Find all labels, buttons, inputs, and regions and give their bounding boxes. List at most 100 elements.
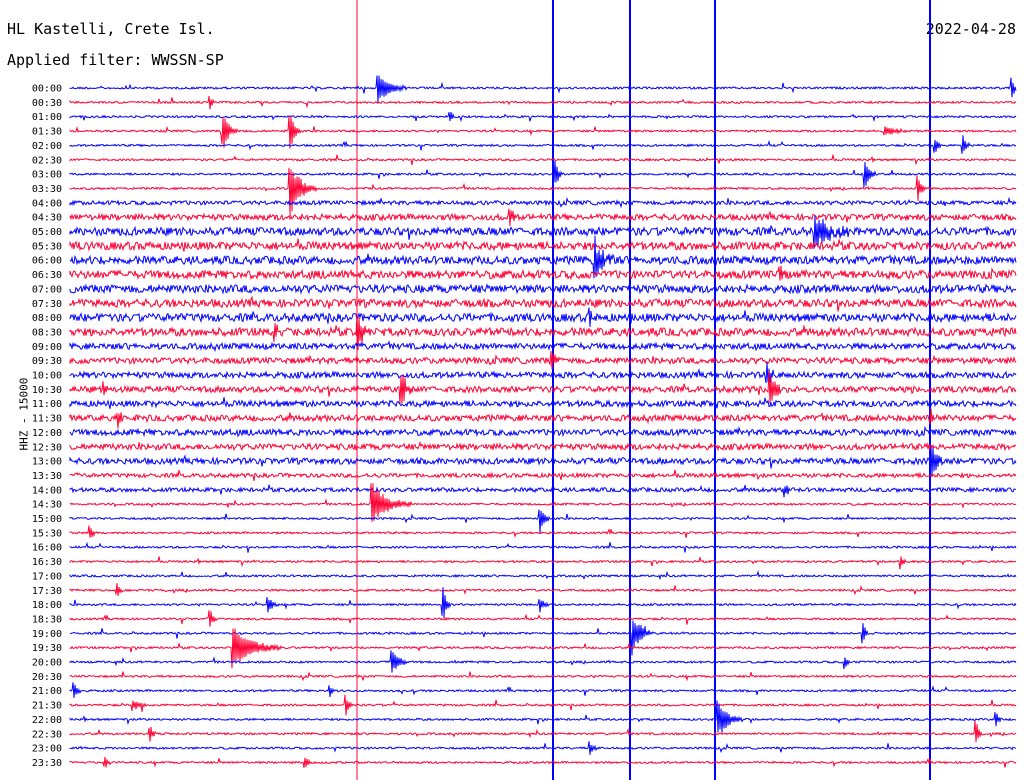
tick-label-0030: 00:30 — [32, 98, 62, 109]
tick-label-0130: 01:30 — [32, 127, 62, 138]
trace-0930 — [69, 350, 1017, 370]
trace-1330 — [69, 469, 1017, 481]
tick-label-0530: 05:30 — [32, 241, 62, 252]
trace-1200 — [69, 425, 1017, 438]
tick-label-1600: 16:00 — [32, 543, 62, 554]
tick-label-1430: 14:30 — [32, 500, 62, 511]
tick-label-1730: 17:30 — [32, 586, 62, 597]
tick-label-1330: 13:30 — [32, 471, 62, 482]
trace-1600 — [69, 541, 1017, 553]
trace-0830 — [69, 313, 1017, 351]
trace-1000 — [69, 362, 1017, 384]
trace-1130 — [69, 408, 1017, 429]
trace-1800 — [69, 587, 1017, 618]
tick-label-2100: 21:00 — [32, 686, 62, 697]
tick-label-0700: 07:00 — [32, 284, 62, 295]
tick-label-0600: 06:00 — [32, 256, 62, 267]
tick-label-0630: 06:30 — [32, 270, 62, 281]
trace-1930 — [69, 628, 1017, 669]
tick-label-1530: 15:30 — [32, 528, 62, 539]
trace-1830 — [69, 610, 1017, 627]
tick-label-0930: 09:30 — [32, 356, 62, 367]
tick-label-0800: 08:00 — [32, 313, 62, 324]
tick-label-0500: 05:00 — [32, 227, 62, 238]
tick-label-1000: 10:00 — [32, 371, 62, 382]
trace-1530 — [69, 525, 1017, 538]
trace-0600 — [69, 235, 1017, 279]
tick-label-2230: 22:30 — [32, 729, 62, 740]
trace-0200 — [69, 135, 1017, 154]
tick-label-1630: 16:30 — [32, 557, 62, 568]
trace-0100 — [69, 112, 1017, 123]
date-label: 2022-04-28 — [925, 20, 1016, 38]
trace-1730 — [69, 583, 1017, 597]
tick-label-1800: 18:00 — [32, 600, 62, 611]
trace-0700 — [69, 283, 1017, 295]
filter-label: Applied filter: WWSSN-SP — [7, 51, 224, 69]
tick-label-0900: 09:00 — [32, 342, 62, 353]
tick-label-0000: 00:00 — [32, 84, 62, 95]
trace-0300 — [69, 160, 1017, 188]
trace-1700 — [69, 570, 1017, 581]
trace-0730 — [69, 295, 1017, 312]
trace-0030 — [69, 96, 1017, 110]
trace-0000 — [69, 75, 1017, 103]
tick-label-2330: 23:30 — [32, 758, 62, 769]
trace-0800 — [69, 307, 1017, 327]
tick-label-1900: 19:00 — [32, 629, 62, 640]
trace-1030 — [69, 370, 1017, 404]
tick-label-0430: 04:30 — [32, 213, 62, 224]
tick-label-2030: 20:30 — [32, 672, 62, 683]
tick-label-1400: 14:00 — [32, 485, 62, 496]
trace-1400 — [69, 484, 1017, 498]
tick-label-0400: 04:00 — [32, 198, 62, 209]
tick-label-1700: 17:00 — [32, 571, 62, 582]
tick-label-1130: 11:30 — [32, 414, 62, 425]
time-tick-labels: 00:00 00:30 01:00 01:30 02:00 02:30 03:00 03:30… — [32, 84, 62, 769]
tick-label-2200: 22:00 — [32, 715, 62, 726]
tick-label-1200: 12:00 — [32, 428, 62, 439]
trace-2330 — [69, 756, 1017, 768]
trace-0130 — [69, 115, 1017, 149]
tick-label-0230: 02:30 — [32, 155, 62, 166]
trace-1100 — [69, 397, 1017, 409]
tick-label-0830: 08:30 — [32, 327, 62, 338]
trace-0900 — [69, 340, 1017, 353]
trace-2100 — [69, 682, 1017, 698]
tick-label-0730: 07:30 — [32, 299, 62, 310]
tick-label-1930: 19:30 — [32, 643, 62, 654]
trace-0400 — [69, 196, 1017, 209]
tick-label-1100: 11:00 — [32, 399, 62, 410]
tick-label-1830: 18:30 — [32, 614, 62, 625]
tick-label-0200: 02:00 — [32, 141, 62, 152]
trace-2230 — [69, 720, 1017, 743]
trace-2030 — [69, 671, 1017, 682]
trace-1630 — [69, 556, 1017, 570]
tick-label-0300: 03:00 — [32, 170, 62, 181]
tick-label-1500: 15:00 — [32, 514, 62, 525]
tick-label-2130: 21:30 — [32, 701, 62, 712]
trace-2200 — [69, 700, 1017, 733]
tick-label-1030: 10:30 — [32, 385, 62, 396]
tick-label-1300: 13:00 — [32, 457, 62, 468]
trace-0500 — [69, 215, 1017, 249]
station-title: HL Kastelli, Crete Isl. — [7, 20, 215, 38]
trace-0330 — [69, 167, 1017, 217]
trace-0630 — [69, 265, 1017, 281]
trace-1430 — [69, 483, 1017, 522]
trace-2000 — [69, 650, 1017, 673]
trace-1230 — [69, 440, 1017, 452]
trace-0230 — [69, 154, 1017, 166]
trace-2300 — [69, 741, 1017, 755]
trace-0430 — [69, 208, 1017, 226]
tick-label-1230: 12:30 — [32, 442, 62, 453]
trace-1900 — [69, 620, 1017, 656]
tick-label-0330: 03:30 — [32, 184, 62, 195]
seismogram-traces — [69, 75, 1017, 768]
trace-0530 — [69, 238, 1017, 252]
tick-label-0100: 01:00 — [32, 112, 62, 123]
tick-label-2300: 23:00 — [32, 744, 62, 755]
trace-2130 — [69, 694, 1017, 716]
trace-1500 — [69, 509, 1017, 534]
